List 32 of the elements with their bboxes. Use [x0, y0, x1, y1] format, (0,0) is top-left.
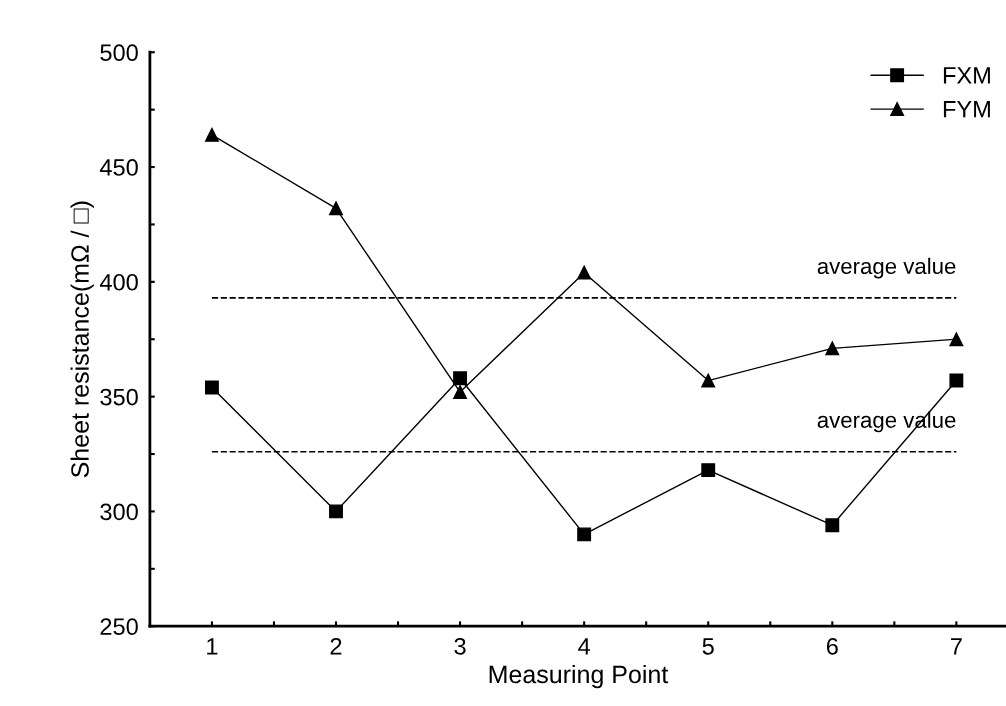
y-axis-title: Sheet resistance(mΩ / □) [70, 201, 94, 478]
ref-line-label: average value [817, 257, 956, 279]
point [204, 380, 219, 395]
point [577, 527, 592, 542]
point [453, 385, 468, 399]
x-tick-label: 7 [951, 638, 962, 655]
x-tick-label: 6 [826, 637, 838, 655]
point [701, 463, 716, 478]
point [204, 127, 219, 142]
y-tick-label: 450 [99, 159, 138, 176]
y-tick-label: 400 [99, 273, 138, 291]
point [577, 265, 592, 280]
point [329, 504, 343, 519]
y-tick-label: 500 [100, 44, 138, 62]
x-tick-label: 5 [702, 638, 714, 655]
y-tick-label: 350 [100, 388, 138, 406]
point [825, 518, 840, 533]
y-tick-label: 300 [100, 503, 138, 521]
point [453, 371, 468, 386]
point [825, 341, 840, 356]
legend-label: FXM [943, 67, 990, 84]
point [949, 373, 964, 388]
x-tick-label: 4 [578, 638, 591, 655]
x-tick-label: 2 [330, 637, 342, 655]
x-tick-label: 1 [207, 638, 218, 655]
legend-label: FYM [943, 101, 990, 118]
y-tick-label: 250 [100, 618, 138, 636]
point [701, 373, 716, 388]
point [329, 201, 343, 216]
x-axis-title: Measuring Point [489, 664, 669, 689]
x-tick-label: 3 [454, 637, 466, 655]
point [949, 332, 964, 347]
